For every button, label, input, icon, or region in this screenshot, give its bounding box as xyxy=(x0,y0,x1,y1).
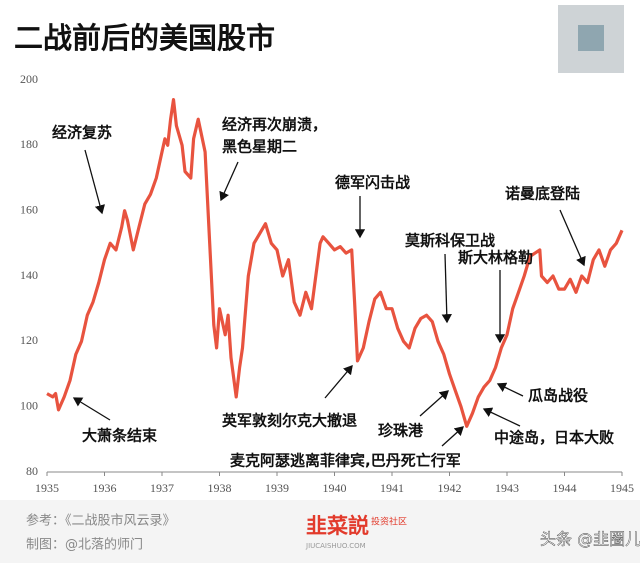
x-tick-label: 1945 xyxy=(610,481,634,495)
annotation: 大萧条结束 xyxy=(82,427,158,445)
arrow xyxy=(324,365,353,399)
arrow xyxy=(419,390,449,417)
author: 制图：@北落的师门 xyxy=(26,537,143,553)
arrow xyxy=(84,149,105,215)
annotation: 德军闪击战 xyxy=(335,174,410,192)
arrow xyxy=(72,397,111,421)
annotation: 经济再次崩溃， xyxy=(222,116,327,134)
arrow xyxy=(219,161,239,202)
arrow xyxy=(496,382,524,397)
y-tick-label: 140 xyxy=(20,268,38,282)
arrow xyxy=(441,253,452,324)
x-tick-label: 1937 xyxy=(150,481,174,495)
logo: 韭菜説 xyxy=(306,514,369,538)
x-tick-label: 1943 xyxy=(495,481,519,495)
y-tick-label: 180 xyxy=(20,137,38,151)
x-tick-label: 1938 xyxy=(208,481,232,495)
annotation: 珍珠港 xyxy=(378,422,424,440)
chart-title: 二战前后的美国股市 xyxy=(14,21,275,55)
arrow xyxy=(441,426,464,447)
arrow xyxy=(482,407,521,427)
source: 参考：《二战股市风云录》 xyxy=(26,513,176,529)
annotation: 中途岛，日本大败 xyxy=(494,429,614,447)
y-tick-label: 100 xyxy=(20,398,38,412)
data-line xyxy=(46,98,624,428)
watermark: 头条 @韭圈儿 xyxy=(540,530,640,549)
annotation: 麦克阿瑟逃离菲律宾,巴丹死亡行军 xyxy=(230,452,461,470)
y-tick-label: 160 xyxy=(20,202,38,216)
annotation: 莫斯科保卫战 xyxy=(405,232,495,250)
annotation: 斯大林格勒 xyxy=(458,249,533,267)
annotation: 瓜岛战役 xyxy=(528,387,588,405)
x-tick-label: 1942 xyxy=(438,481,462,495)
x-tick-label: 1941 xyxy=(380,481,404,495)
logo-url: JIUCAISHUO.COM xyxy=(305,542,366,550)
y-tick-label: 80 xyxy=(26,464,38,478)
x-tick-label: 1940 xyxy=(323,481,347,495)
x-tick-label: 1944 xyxy=(553,481,577,495)
blurred-image-core xyxy=(578,25,604,51)
footer-bg xyxy=(0,500,640,563)
y-tick-label: 200 xyxy=(20,72,38,86)
annotation-arrows xyxy=(72,149,586,447)
annotation: 英军敦刻尔克大撤退 xyxy=(222,412,357,430)
arrow xyxy=(559,209,586,267)
y-tick-label: 120 xyxy=(20,333,38,347)
annotation: 经济复苏 xyxy=(52,124,112,142)
annotation: 诺曼底登陆 xyxy=(505,185,580,203)
x-tick-label: 1935 xyxy=(35,481,59,495)
logo-sub: 投资社区 xyxy=(371,516,407,528)
x-tick-label: 1939 xyxy=(265,481,289,495)
x-tick-label: 1936 xyxy=(93,481,117,495)
annotation: 黑色星期二 xyxy=(222,138,297,156)
